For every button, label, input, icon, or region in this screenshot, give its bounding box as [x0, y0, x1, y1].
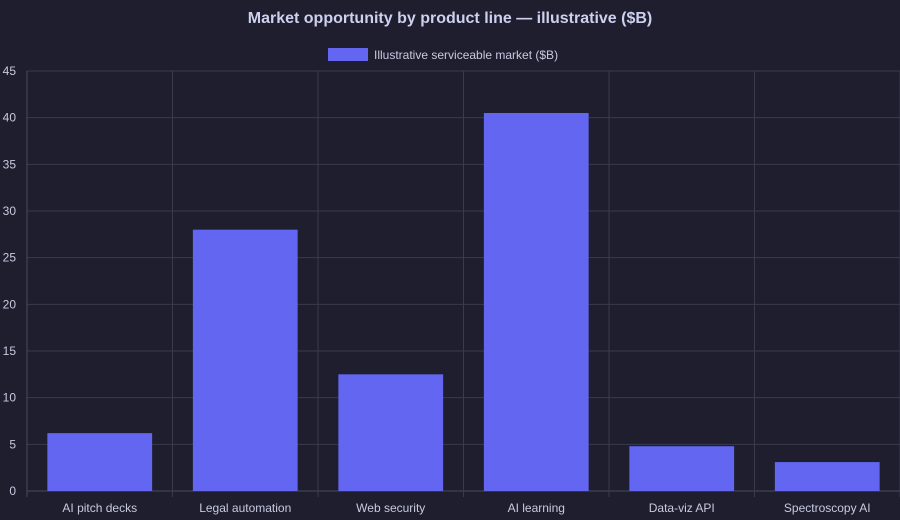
x-tick-label: Spectroscopy AI [784, 501, 871, 515]
grid [26, 70, 900, 497]
y-tick-label: 45 [3, 64, 17, 78]
y-tick-label: 30 [3, 204, 17, 218]
legend-swatch [328, 48, 368, 61]
x-tick-label: AI learning [508, 501, 565, 515]
y-tick-label: 35 [3, 157, 17, 171]
y-tick-label: 25 [3, 251, 17, 265]
x-tick-label: Legal automation [199, 501, 291, 515]
bar[interactable] [192, 229, 298, 491]
bar[interactable] [47, 433, 153, 491]
y-tick-label: 0 [9, 484, 16, 498]
legend-label: Illustrative serviceable market ($B) [374, 48, 558, 62]
y-tick-label: 20 [3, 297, 17, 311]
y-tick-label: 15 [3, 344, 17, 358]
x-tick-label: Web security [356, 501, 425, 515]
y-tick-label: 10 [3, 391, 17, 405]
bar[interactable] [338, 374, 444, 491]
bar[interactable] [483, 113, 589, 491]
bar[interactable] [774, 462, 880, 491]
bars [47, 113, 880, 491]
x-tick-label: AI pitch decks [62, 501, 137, 515]
y-tick-label: 40 [3, 111, 17, 125]
chart-title: Market opportunity by product line — ill… [248, 10, 652, 27]
y-tick-label: 5 [9, 437, 16, 451]
y-axis: 0 5 10 15 20 25 30 35 40 45 [3, 64, 17, 498]
x-tick-label: Data-viz API [649, 501, 715, 515]
x-axis: AI pitch decks Legal automation Web securi… [62, 501, 870, 515]
bar[interactable] [629, 446, 735, 491]
legend[interactable]: Illustrative serviceable market ($B) [328, 48, 558, 62]
